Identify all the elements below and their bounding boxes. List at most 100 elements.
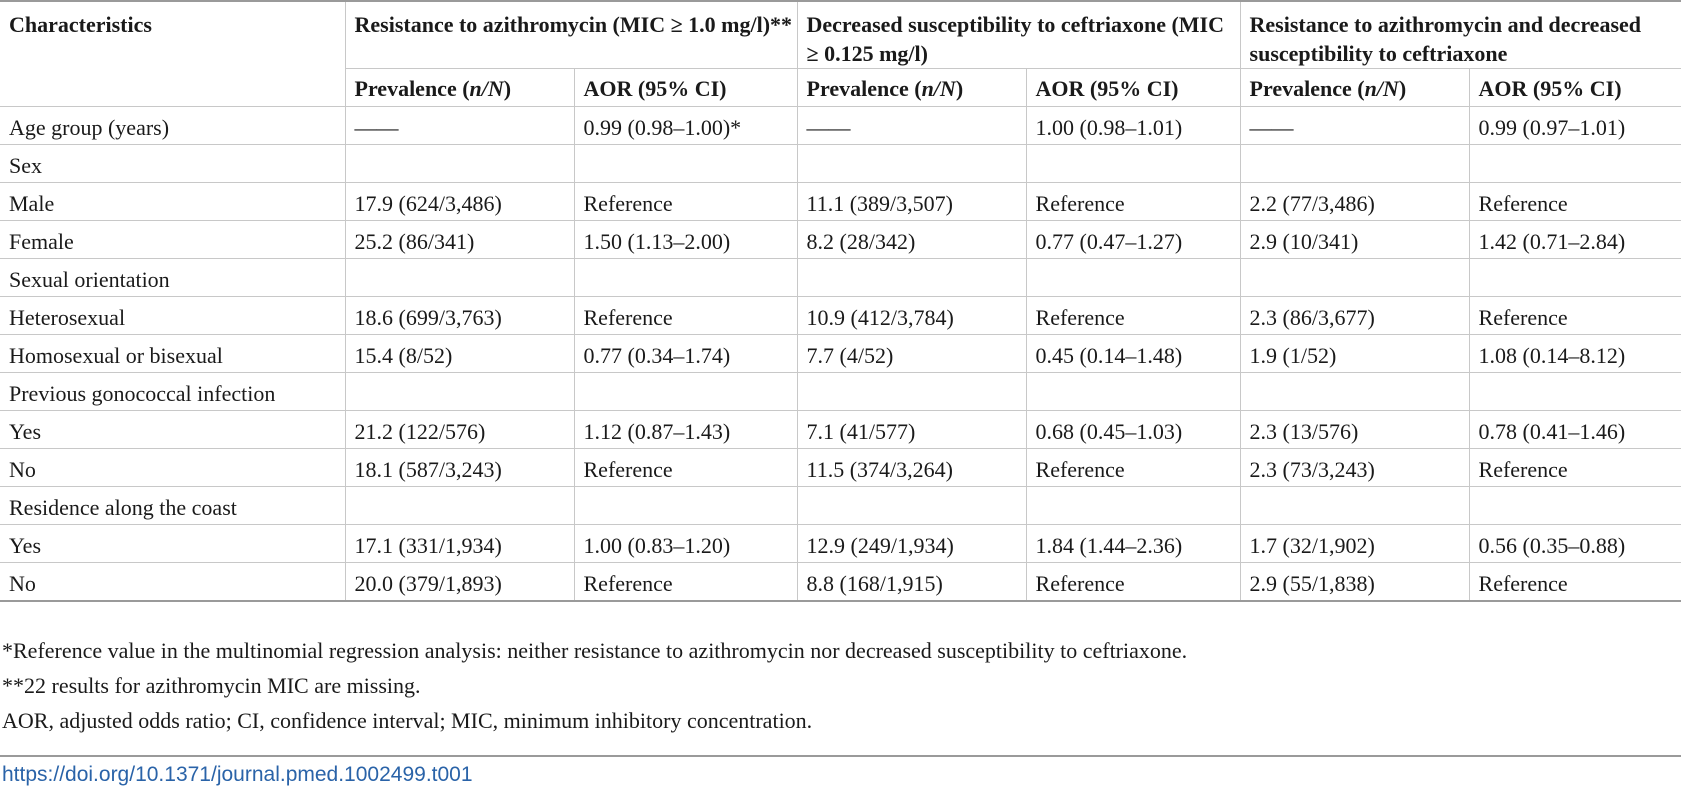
- table-cell: [797, 372, 1027, 411]
- table-cell: 7.1 (41/577): [797, 410, 1027, 449]
- doi-link[interactable]: https://doi.org/10.1371/journal.pmed.100…: [2, 763, 473, 786]
- table-cell: [345, 486, 575, 525]
- table-cell: 0.77 (0.34–1.74): [574, 334, 798, 373]
- table-cell: 21.2 (122/576): [345, 410, 575, 449]
- divider: [0, 755, 1681, 757]
- header-combined: Resistance to azithromycin and decreased…: [1240, 1, 1681, 69]
- table-cell: 18.6 (699/3,763): [345, 296, 575, 335]
- header-aor: AOR (95% CI): [1469, 68, 1681, 107]
- table-cell: 7.7 (4/52): [797, 334, 1027, 373]
- table-cell: ——: [345, 106, 575, 145]
- table-cell: 20.0 (379/1,893): [345, 562, 575, 602]
- table-cell: Reference: [1026, 448, 1241, 487]
- table-row: No 18.1 (587/3,243) Reference 11.5 (374/3,2…: [0, 448, 1681, 487]
- table-cell: 17.9 (624/3,486): [345, 182, 575, 221]
- table-cell: Reference: [574, 448, 798, 487]
- table-cell: [1469, 144, 1681, 183]
- table-cell: 0.56 (0.35–0.88): [1469, 524, 1681, 563]
- table-cell: ——: [797, 106, 1027, 145]
- table-cell: 0.68 (0.45–1.03): [1026, 410, 1241, 449]
- table-cell: [574, 372, 798, 411]
- table-row: Yes 21.2 (122/576) 1.12 (0.87–1.43) 7.1 (41…: [0, 410, 1681, 449]
- table-row: Homosexual or bisexual 15.4 (8/52) 0.77 (0…: [0, 334, 1681, 373]
- table-cell: 18.1 (587/3,243): [345, 448, 575, 487]
- table-cell: [574, 486, 798, 525]
- table-cell: Reference: [1469, 182, 1681, 221]
- table-cell: [1469, 372, 1681, 411]
- row-label: Sexual orientation: [0, 258, 346, 297]
- table-cell: [574, 258, 798, 297]
- table-group-row: Sex: [0, 144, 1681, 183]
- table-row: Heterosexual 18.6 (699/3,763) Reference 10.…: [0, 296, 1681, 335]
- header-azithromycin: Resistance to azithromycin (MIC ≥ 1.0 mg…: [345, 1, 798, 69]
- table-cell: Reference: [1026, 296, 1241, 335]
- table-cell: [797, 144, 1027, 183]
- table-cell: [1240, 486, 1470, 525]
- table-cell: Reference: [1469, 296, 1681, 335]
- table-cell: [345, 144, 575, 183]
- table-cell: 2.3 (73/3,243): [1240, 448, 1470, 487]
- table-cell: 0.77 (0.47–1.27): [1026, 220, 1241, 259]
- header-prevalence: Prevalence (n/N): [345, 68, 575, 107]
- row-label: Previous gonococcal infection: [0, 372, 346, 411]
- table-cell: Reference: [1026, 562, 1241, 602]
- table-cell: Reference: [574, 182, 798, 221]
- table-cell: Reference: [574, 296, 798, 335]
- table-cell: [1240, 144, 1470, 183]
- table-cell: [1026, 372, 1241, 411]
- table-cell: 17.1 (331/1,934): [345, 524, 575, 563]
- table-cell: Reference: [574, 562, 798, 602]
- table-cell: [1026, 258, 1241, 297]
- table-row: Female 25.2 (86/341) 1.50 (1.13–2.00) 8.2 (…: [0, 220, 1681, 259]
- table-cell: 8.2 (28/342): [797, 220, 1027, 259]
- table-cell: [1469, 486, 1681, 525]
- table-cell: 2.9 (10/341): [1240, 220, 1470, 259]
- header-aor: AOR (95% CI): [1026, 68, 1241, 107]
- header-aor: AOR (95% CI): [574, 68, 798, 107]
- footnote: AOR, adjusted odds ratio; CI, confidence…: [2, 708, 813, 733]
- table-cell: 2.2 (77/3,486): [1240, 182, 1470, 221]
- table-cell: 25.2 (86/341): [345, 220, 575, 259]
- row-label: Residence along the coast: [0, 486, 346, 525]
- table-cell: Reference: [1026, 182, 1241, 221]
- row-label: Female: [0, 220, 346, 259]
- table-cell: 10.9 (412/3,784): [797, 296, 1027, 335]
- table-body: Age group (years) —— 0.99 (0.98–1.00)* —— 1.…: [0, 106, 1681, 602]
- row-label: Age group (years): [0, 106, 346, 145]
- table-cell: 2.3 (86/3,677): [1240, 296, 1470, 335]
- table-row: Age group (years) —— 0.99 (0.98–1.00)* —— 1.…: [0, 106, 1681, 145]
- table-cell: [574, 144, 798, 183]
- table-cell: [1240, 372, 1470, 411]
- header-prevalence: Prevalence (n/N): [1240, 68, 1470, 107]
- table-row: Yes 17.1 (331/1,934) 1.00 (0.83–1.20) 12.9 …: [0, 524, 1681, 563]
- header-prevalence: Prevalence (n/N): [797, 68, 1027, 107]
- table-cell: 1.9 (1/52): [1240, 334, 1470, 373]
- table-cell: 1.00 (0.83–1.20): [574, 524, 798, 563]
- table-cell: 1.12 (0.87–1.43): [574, 410, 798, 449]
- footnote: **22 results for azithromycin MIC are mi…: [2, 673, 421, 698]
- header-row-measures: Prevalence (n/N) AOR (95% CI) Prevalence…: [0, 68, 1681, 107]
- row-label: Yes: [0, 524, 346, 563]
- table-row: No 20.0 (379/1,893) Reference 8.8 (168/1,91…: [0, 562, 1681, 602]
- table-cell: 1.42 (0.71–2.84): [1469, 220, 1681, 259]
- table-cell: 0.99 (0.98–1.00)*: [574, 106, 798, 145]
- table-cell: [1026, 486, 1241, 525]
- row-label: Male: [0, 182, 346, 221]
- row-label: Sex: [0, 144, 346, 183]
- table-cell: 11.5 (374/3,264): [797, 448, 1027, 487]
- table-cell: 11.1 (389/3,507): [797, 182, 1027, 221]
- header-ceftriaxone: Decreased susceptibility to ceftriaxone …: [797, 1, 1241, 69]
- table-cell: [345, 258, 575, 297]
- row-label: Yes: [0, 410, 346, 449]
- table-cell: 2.9 (55/1,838): [1240, 562, 1470, 602]
- row-label: Heterosexual: [0, 296, 346, 335]
- table-cell: 1.84 (1.44–2.36): [1026, 524, 1241, 563]
- results-table: Characteristics Resistance to azithromyc…: [0, 1, 1681, 602]
- table-cell: 1.00 (0.98–1.01): [1026, 106, 1241, 145]
- table-cell: 15.4 (8/52): [345, 334, 575, 373]
- table-group-row: Previous gonococcal infection: [0, 372, 1681, 411]
- table-cell: [345, 372, 575, 411]
- table-group-row: Residence along the coast: [0, 486, 1681, 525]
- table-cell: 1.08 (0.14–8.12): [1469, 334, 1681, 373]
- row-label: Homosexual or bisexual: [0, 334, 346, 373]
